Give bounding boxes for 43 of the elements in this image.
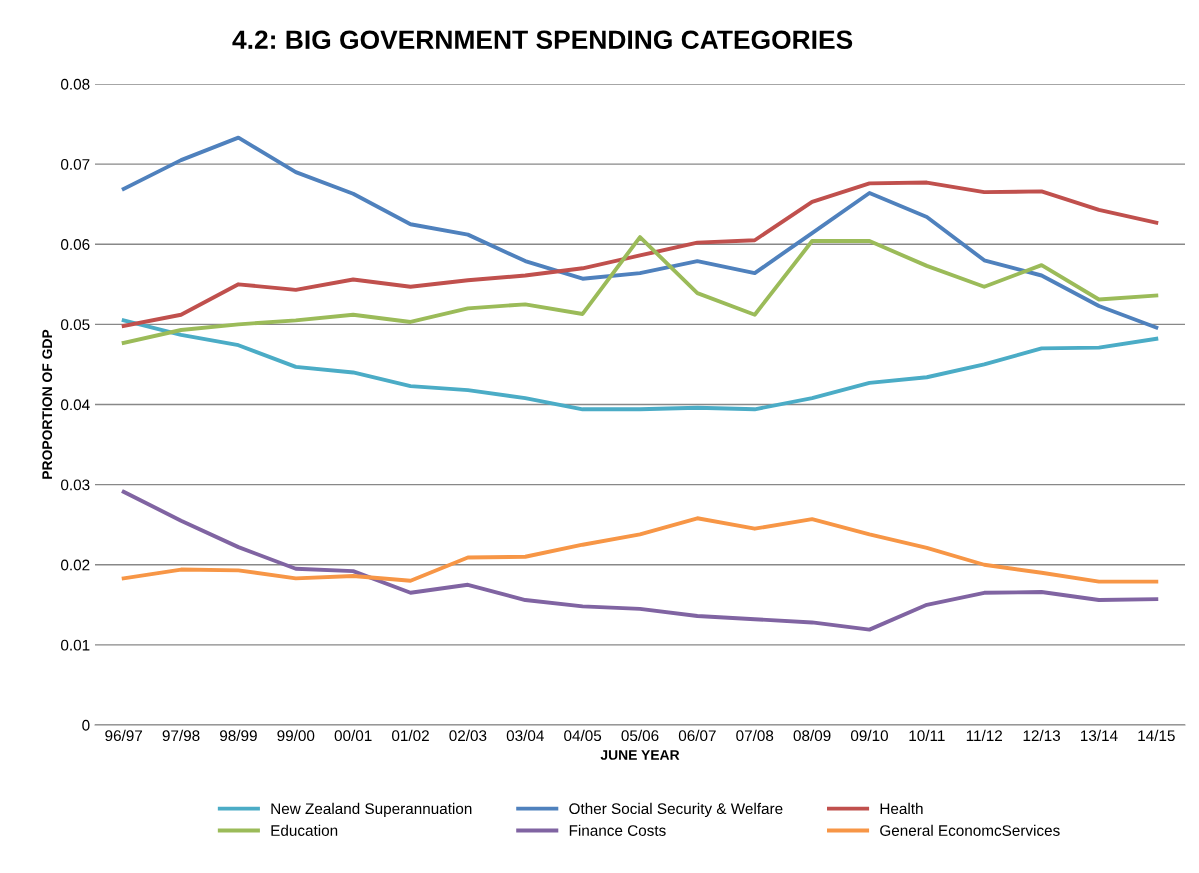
x-tick-label: 13/14 (1081, 729, 1118, 742)
y-tick-label: 0.02 (61, 559, 90, 571)
y-tick-label: 0.07 (61, 158, 90, 170)
y-tick-label: 0.06 (61, 239, 90, 250)
x-tick-label: 04/05 (564, 729, 602, 742)
legend-label: Finance Costs (569, 824, 666, 836)
y-tick-label: 0.04 (61, 399, 90, 411)
x-tick-label: 99/00 (277, 729, 315, 742)
x-tick-label: 11/12 (966, 729, 1002, 742)
x-tick-label: 10/11 (909, 729, 945, 742)
x-tick-label: 07/08 (736, 729, 774, 742)
line-series (121, 180, 1159, 328)
legend-label: Other Social Security & Welfare (569, 802, 783, 818)
y-tick-label: 0.08 (61, 78, 90, 90)
legend-label: General EconomcServices (880, 824, 1060, 836)
x-tick-label: 98/99 (220, 729, 257, 742)
x-tick-label: 03/04 (506, 729, 544, 742)
legend-label: Health (880, 802, 923, 815)
x-tick-label: 06/07 (678, 729, 716, 742)
line-series (121, 489, 1159, 632)
y-tick-label: 0.05 (61, 319, 90, 331)
x-tick-label: 02/03 (449, 729, 487, 742)
line-series (121, 135, 1159, 330)
legend-label: Education (271, 824, 338, 836)
x-tick-label: 05/06 (621, 729, 659, 742)
legend-label: New Zealand Superannuation (271, 802, 472, 818)
chart-title: 4.2: BIG GOVERNMENT SPENDING CATEGORIES (232, 30, 853, 50)
line-series (121, 235, 1159, 345)
line-series (121, 318, 1159, 412)
x-tick-label: 96/97 (105, 729, 143, 742)
y-tick-label: 0.01 (61, 639, 90, 651)
x-tick-label: 14/15 (1138, 729, 1175, 742)
y-tick-label: 0 (82, 719, 90, 731)
x-tick-label: 09/10 (850, 729, 888, 742)
y-tick-label: 0.03 (61, 479, 90, 491)
line-series (121, 516, 1159, 584)
x-tick-label: 97/98 (162, 729, 200, 742)
x-axis-title: JUNE YEAR (600, 750, 680, 760)
y-axis-title: PROPORTION OF GDP (42, 329, 53, 479)
x-tick-label: 08/09 (793, 729, 831, 742)
x-tick-label: 00/01 (334, 729, 372, 742)
x-tick-label: 01/02 (392, 729, 429, 742)
x-tick-label: 12/13 (1023, 729, 1061, 742)
